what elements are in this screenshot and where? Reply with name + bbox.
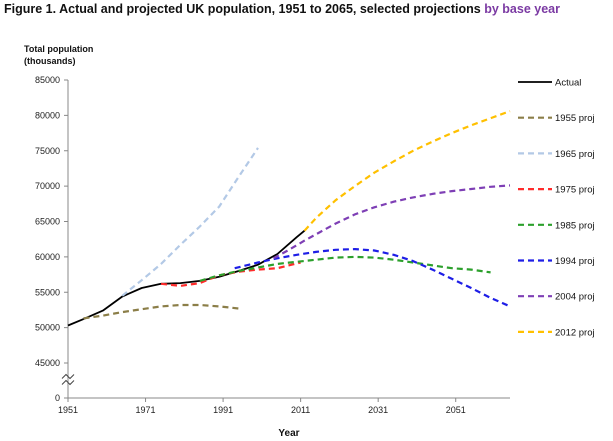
y-tick-label: 80000 (35, 110, 60, 120)
legend-label-2004-proj: 2004 proj (555, 292, 595, 303)
series-layer (67, 110, 511, 327)
y-tick-label: 55000 (35, 287, 60, 297)
series-line-actual (67, 230, 306, 327)
x-tick-label: 2011 (291, 405, 310, 415)
series-line-1965-proj (121, 147, 259, 297)
series-line-2012-proj (303, 110, 511, 232)
chart-title-main: Figure 1. Actual and projected UK popula… (4, 2, 485, 16)
legend: Actual 1955 proj 1965 proj 1975 proj 1985 pr… (518, 78, 595, 338)
x-tick-label: 2031 (368, 405, 388, 415)
series-line-1955-proj (83, 303, 239, 320)
y-axis-label-line2: (thousands) (24, 56, 76, 66)
y-axis-label-line1: Total population (24, 44, 93, 54)
axes: 0 45000 50000 55000 60000 65000 70000 75000 8000… (35, 75, 510, 415)
x-tick-label: 1971 (136, 405, 156, 415)
chart-title-highlight: by base year (484, 2, 560, 16)
x-tick-label: 1991 (213, 405, 233, 415)
legend-label-1955-proj: 1955 proj (555, 113, 595, 124)
chart-title: Figure 1. Actual and projected UK popula… (4, 2, 613, 16)
series-line-2004-proj (272, 184, 511, 260)
y-tick-label: 0 (55, 393, 60, 403)
legend-label-actual: Actual (555, 78, 581, 89)
y-tick-label: 75000 (35, 146, 60, 156)
y-tick-label: 50000 (35, 323, 60, 333)
y-tick-label: 65000 (35, 217, 60, 227)
x-axis-label: Year (278, 428, 299, 439)
series-line-1975-proj (160, 261, 301, 287)
legend-label-1965-proj: 1965 proj (555, 149, 595, 160)
y-tick-label: 85000 (35, 75, 60, 85)
y-tick-label: 60000 (35, 252, 60, 262)
x-tick-label: 1951 (58, 405, 78, 415)
series-line-1994-proj (234, 248, 511, 308)
legend-label-1985-proj: 1985 proj (555, 220, 595, 231)
axis-break-icon (61, 373, 75, 386)
legend-label-1975-proj: 1975 proj (555, 185, 595, 196)
y-tick-label: 70000 (35, 181, 60, 191)
x-tick-label: 2051 (446, 405, 466, 415)
y-tick-label: 45000 (35, 358, 60, 368)
legend-label-2012-proj: 2012 proj (555, 327, 595, 338)
series-line-1985-proj (199, 255, 491, 282)
legend-label-1994-proj: 1994 proj (555, 256, 595, 267)
